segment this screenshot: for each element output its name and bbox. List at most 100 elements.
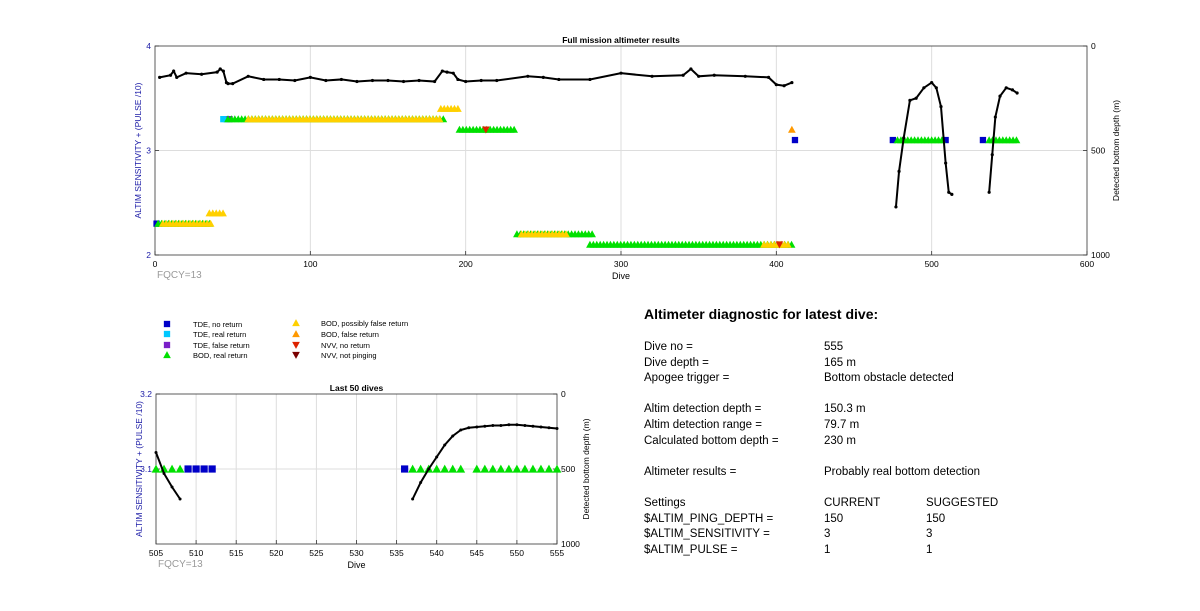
legend-label: TDE, false return <box>193 341 250 350</box>
x-tick-label: 500 <box>925 259 939 269</box>
y-tick-label: 4 <box>146 41 151 51</box>
marker-tde-no-return <box>942 136 949 144</box>
bottom-depth-point <box>1015 91 1019 95</box>
bottom-depth-point <box>650 74 654 78</box>
dive-depth-value: 165 m <box>824 356 856 369</box>
bottom-depth-point <box>215 70 219 74</box>
bottom-depth-point <box>766 75 771 79</box>
bottom-depth-label: Calculated bottom depth = <box>644 434 779 447</box>
marker-bod-real-return <box>520 464 530 473</box>
bottom-depth-point <box>184 71 188 75</box>
marker-bod-real-return <box>544 464 554 473</box>
bottom-depth-point <box>897 169 901 173</box>
marker-tde-no-return <box>791 136 799 144</box>
x-tick-label: 520 <box>269 548 283 558</box>
marker-bod-real-return <box>512 464 522 473</box>
bottom-depth-point <box>782 84 786 88</box>
setting-current: 1 <box>824 543 831 556</box>
bottom-depth-point <box>451 434 455 438</box>
bottom-depth-point <box>427 467 431 471</box>
marker-bod-real-return <box>440 464 450 473</box>
bottom-depth-point <box>515 423 519 427</box>
marker-bod-real-return <box>159 464 169 473</box>
marker-bod-possibly-false-return <box>219 209 227 217</box>
fqcy-note: FQCY=13 <box>157 270 202 281</box>
marker-bod-possibly-false-return <box>562 230 570 238</box>
bottom-depth-point <box>231 82 235 86</box>
bottom-depth-point <box>588 77 592 82</box>
bottom-depth-point <box>523 424 527 427</box>
marker-bod-real-return <box>432 464 442 473</box>
bottom-depth-point <box>178 497 182 501</box>
marker-bod-real-return <box>472 464 482 473</box>
bottom-depth-point <box>467 426 471 430</box>
legend-label: BOD, possibly false return <box>321 319 408 328</box>
bottom-depth-point <box>914 96 918 100</box>
bottom-depth-point <box>987 190 991 194</box>
bottom-depth-point <box>162 472 166 475</box>
bottom-depth-point <box>922 86 926 90</box>
bottom-depth-point <box>386 78 390 83</box>
y-tick-label: 3.1 <box>140 464 152 474</box>
y-tick-label: 2 <box>146 250 151 260</box>
legend-marker-tde-real-return <box>163 330 171 338</box>
bottom-depth-point <box>246 74 250 78</box>
setting-suggested: 1 <box>926 543 933 556</box>
y2-tick-label: 0 <box>561 389 566 399</box>
bottom-depth-point <box>998 94 1002 98</box>
bottom-depth-point <box>440 69 444 73</box>
marker-tde-no-return <box>979 136 987 144</box>
bottom-depth-point <box>507 423 511 427</box>
dive-no-label: Dive no = <box>644 341 693 353</box>
x-tick-label: 540 <box>430 548 444 558</box>
x-tick-label: 200 <box>459 259 473 269</box>
x-tick-label: 505 <box>149 548 163 558</box>
marker-bod-real-return <box>480 464 490 473</box>
bottom-depth-point <box>445 70 449 74</box>
x-tick-label: 515 <box>229 548 243 558</box>
bottom-depth-point <box>464 79 468 84</box>
current-header: CURRENT <box>824 496 881 509</box>
bottom-depth-point <box>619 71 623 75</box>
x-tick-label: 510 <box>189 548 203 558</box>
bottom-depth-point <box>419 481 423 484</box>
bottom-depth-value: 230 m <box>824 434 856 447</box>
bottom-depth-point <box>355 79 359 84</box>
legend-marker-tde-false-return <box>163 341 171 349</box>
chart-title: Last 50 dives <box>330 383 384 393</box>
bottom-depth-point <box>451 71 455 75</box>
bottom-depth-point <box>226 82 230 86</box>
altimeter-results-value: Probably real bottom detection <box>824 465 980 478</box>
bottom-depth-point <box>539 425 543 429</box>
bottom-depth-point <box>541 75 545 79</box>
bottom-depth-point <box>308 75 312 79</box>
marker-tde-no-return <box>200 465 208 473</box>
bottom-depth-point <box>158 75 162 79</box>
setting-suggested: 3 <box>926 528 933 541</box>
marker-bod-real-return <box>408 464 418 473</box>
bottom-depth-point <box>456 77 460 82</box>
y2-tick-label: 500 <box>561 464 575 474</box>
marker-bod-possibly-false-return <box>454 104 462 112</box>
apogee-trigger-value: Bottom obstacle detected <box>824 372 954 385</box>
legend-marker-bod-possibly-false-return <box>292 319 300 327</box>
x-tick-label: 0 <box>153 259 158 269</box>
bottom-depth-point <box>293 78 297 83</box>
marker-bod-real-return <box>456 464 466 473</box>
y-axis-label: ALTIM SENSITIVITY + (PULSE /10) <box>133 82 143 218</box>
bottom-depth-point <box>990 153 994 157</box>
legend-marker-nvv-no-return <box>292 341 300 349</box>
chart-title: Full mission altimeter results <box>562 35 680 45</box>
setting-current: 3 <box>824 528 831 541</box>
x-tick-label: 530 <box>349 548 363 558</box>
bottom-depth-point <box>555 427 559 430</box>
setting-name: $ALTIM_PING_DEPTH = <box>644 512 774 525</box>
bottom-depth-point <box>743 74 747 78</box>
detection-depth-label: Altim detection depth = <box>644 403 762 416</box>
bottom-depth-line <box>159 67 793 87</box>
legend-label: NVV, no return <box>321 341 370 350</box>
setting-suggested: 150 <box>926 512 946 525</box>
legend-marker-tde-no-return <box>163 320 171 328</box>
x-tick-label: 535 <box>390 548 404 558</box>
